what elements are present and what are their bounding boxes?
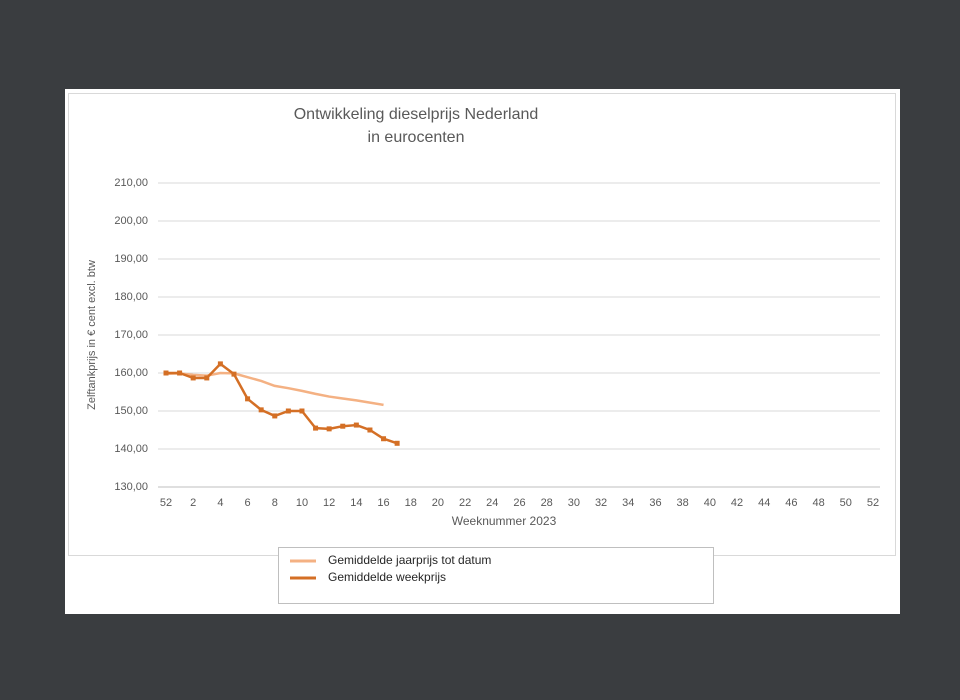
point-marker [299, 408, 305, 414]
x-tick-label: 4 [217, 497, 223, 509]
point-marker [381, 436, 387, 442]
x-tick-label: 46 [785, 497, 797, 509]
x-tick-label: 42 [731, 497, 743, 509]
x-tick-label: 30 [568, 497, 580, 509]
y-tick-label: 190,00 [114, 253, 148, 265]
x-tick-label: 20 [432, 497, 444, 509]
x-tick-label: 26 [513, 497, 525, 509]
y-tick-label: 160,00 [114, 367, 148, 379]
x-tick-label: 38 [677, 497, 689, 509]
y-tick-label: 130,00 [114, 481, 148, 493]
x-tick-label: 44 [758, 497, 770, 509]
series-line [165, 371, 384, 407]
x-tick-label: 18 [405, 497, 417, 509]
x-tick-label: 6 [245, 497, 251, 509]
x-tick-label: 52 [867, 497, 879, 509]
panel [65, 89, 900, 614]
legend-label: Gemiddelde weekprijs [328, 570, 446, 584]
x-axis-title: Weeknummer 2023 [452, 514, 557, 528]
x-tick-label: 28 [541, 497, 553, 509]
point-marker [326, 426, 332, 432]
y-tick-label: 170,00 [114, 329, 148, 341]
x-tick-label: 36 [649, 497, 661, 509]
x-tick-label: 50 [840, 497, 852, 509]
chart-title: Ontwikkeling dieselprijs Nederland [294, 106, 539, 123]
y-tick-label: 180,00 [114, 291, 148, 303]
point-marker [394, 440, 400, 446]
point-marker [204, 375, 210, 381]
x-tick-label: 52 [160, 497, 172, 509]
point-marker [190, 375, 196, 381]
y-tick-label: 140,00 [114, 443, 148, 455]
x-tick-label: 16 [377, 497, 389, 509]
y-tick-label: 150,00 [114, 405, 148, 417]
point-marker [245, 396, 251, 402]
point-marker [163, 370, 169, 376]
legend-label: Gemiddelde jaarprijs tot datum [328, 553, 491, 567]
x-tick-label: 2 [190, 497, 196, 509]
x-tick-label: 14 [350, 497, 362, 509]
point-marker [258, 407, 264, 413]
point-marker [340, 423, 346, 429]
point-marker [231, 371, 237, 377]
x-tick-label: 34 [622, 497, 634, 509]
chart-title: in eurocenten [368, 129, 465, 146]
x-tick-label: 40 [704, 497, 716, 509]
y-axis-title: Zelftankprijs in € cent excl. btw [86, 260, 98, 410]
x-tick-label: 10 [296, 497, 308, 509]
y-tick-label: 210,00 [114, 177, 148, 189]
point-marker [353, 422, 359, 428]
point-marker [367, 427, 373, 433]
legend-box [278, 547, 714, 604]
point-marker [313, 425, 319, 431]
x-tick-label: 24 [486, 497, 498, 509]
y-tick-label: 200,00 [114, 215, 148, 227]
point-marker [285, 408, 291, 414]
x-tick-label: 32 [595, 497, 607, 509]
point-marker [177, 370, 183, 376]
point-marker [272, 413, 278, 419]
x-tick-label: 12 [323, 497, 335, 509]
x-tick-label: 8 [272, 497, 278, 509]
x-tick-label: 22 [459, 497, 471, 509]
x-tick-label: 48 [812, 497, 824, 509]
point-marker [217, 361, 223, 367]
